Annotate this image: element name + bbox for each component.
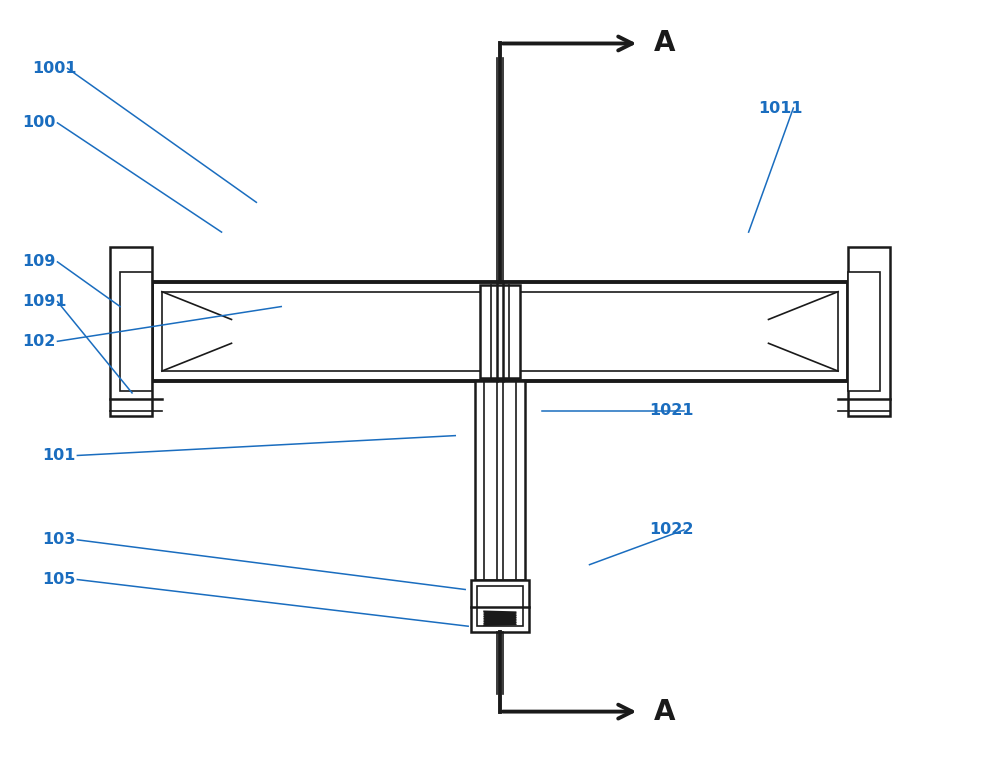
Text: 1011: 1011 [759, 100, 803, 116]
Bar [471, 580, 529, 632]
Bar [475, 381, 525, 580]
Text: 101: 101 [43, 448, 76, 463]
Text: 105: 105 [43, 572, 76, 587]
Bar [848, 247, 890, 416]
Text: 1091: 1091 [23, 294, 67, 309]
Bar [477, 585, 523, 627]
Text: 1022: 1022 [649, 522, 694, 538]
Bar [110, 247, 152, 416]
Text: 1001: 1001 [33, 61, 77, 76]
Text: 102: 102 [23, 334, 56, 349]
Bar [152, 282, 848, 381]
Bar [848, 272, 880, 391]
Bar [162, 292, 838, 371]
Bar [120, 272, 152, 391]
Text: 103: 103 [43, 532, 76, 548]
Text: A: A [654, 29, 676, 57]
Text: A: A [654, 698, 676, 725]
Bar [480, 285, 520, 378]
Text: 100: 100 [23, 116, 56, 130]
Text: 109: 109 [23, 254, 56, 270]
Text: 1021: 1021 [649, 403, 694, 418]
